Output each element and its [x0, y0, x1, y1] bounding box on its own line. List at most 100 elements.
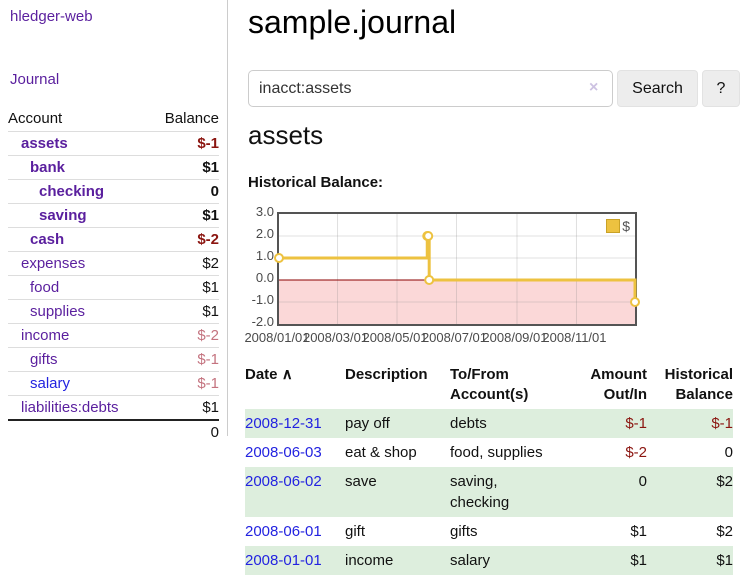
- account-balance: $1: [202, 207, 219, 224]
- chart-plot-area: $: [274, 212, 640, 326]
- transaction-balance: 0: [724, 444, 733, 461]
- transaction-date-link[interactable]: 2008-01-01: [245, 552, 322, 569]
- account-link-income[interactable]: income: [21, 327, 70, 344]
- x-axis-tick-label: 2008/05/01: [362, 330, 428, 345]
- y-axis-tick-label: 0.0: [255, 270, 274, 285]
- account-row: food $1: [8, 275, 219, 300]
- transaction-amount: $-1: [625, 415, 647, 432]
- account-row: gifts $-1: [8, 347, 219, 372]
- register-row: 2008-12-31 pay off debts $-1 $-1: [245, 409, 733, 438]
- account-row: supplies $1: [8, 299, 219, 324]
- y-axis-tick-label: 3.0: [255, 204, 274, 219]
- account-row: assets $-1: [8, 131, 219, 156]
- account-row: salary $-1: [8, 371, 219, 396]
- transaction-accounts: food, supplies: [450, 444, 543, 461]
- x-axis-tick-label: 2008/01/01: [244, 330, 310, 345]
- sidebar-item-journal[interactable]: Journal: [10, 71, 60, 88]
- account-balance: $-2: [197, 231, 219, 248]
- accounts-table: Account Balance assets $-1 bank $1 checking 0…: [8, 107, 219, 444]
- accounts-total-row: 0: [8, 420, 219, 444]
- main-content: sample.journal × Search ? assets Histori…: [244, 0, 742, 582]
- account-balance: $1: [202, 159, 219, 176]
- account-link-cash[interactable]: cash: [30, 231, 65, 248]
- chart-legend: $: [606, 218, 630, 234]
- y-axis-tick-label: -2.0: [251, 314, 274, 329]
- x-axis-tick-label: 2008/03/01: [302, 330, 369, 345]
- account-link-supplies[interactable]: supplies: [30, 303, 86, 320]
- account-row: saving $1: [8, 203, 219, 228]
- account-row: liabilities:debts $1: [8, 395, 219, 421]
- account-link-saving[interactable]: saving: [39, 207, 87, 224]
- sidebar: hledger-web Journal Account Balance asse…: [0, 0, 228, 441]
- negative-region: [279, 280, 635, 324]
- account-balance: $1: [202, 279, 219, 296]
- account-row: checking 0: [8, 179, 219, 204]
- register-row: 2008-06-01 gift gifts $1 $2: [245, 517, 733, 546]
- transaction-date-link[interactable]: 2008-12-31: [245, 415, 322, 432]
- register-header-accounts: To/From Account(s): [450, 366, 529, 403]
- account-row: bank $1: [8, 155, 219, 180]
- transaction-amount: $1: [630, 552, 647, 569]
- transaction-accounts: salary: [450, 552, 491, 569]
- search-button[interactable]: Search: [617, 70, 698, 107]
- legend-swatch-icon: [606, 219, 621, 233]
- clear-search-icon[interactable]: ×: [589, 79, 599, 96]
- register-body: 2008-12-31 pay off debts $-1 $-1 2008-06-03 ea…: [245, 409, 733, 575]
- register-table: Date ∧ Description To/From Account(s) Am…: [245, 361, 733, 575]
- account-link-checking[interactable]: checking: [39, 183, 105, 200]
- data-point: [423, 231, 434, 241]
- transaction-accounts: gifts: [450, 523, 478, 540]
- account-link-food[interactable]: food: [30, 279, 60, 296]
- account-link-gifts[interactable]: gifts: [30, 351, 58, 368]
- transaction-date-link[interactable]: 2008-06-01: [245, 523, 322, 540]
- transaction-description: income: [345, 552, 394, 569]
- sort-asc-icon: ∧: [281, 366, 293, 383]
- account-balance: $2: [202, 255, 219, 272]
- search-input[interactable]: [248, 70, 613, 107]
- date-header-label: Date: [245, 366, 278, 383]
- data-point: [424, 275, 435, 285]
- transaction-date-link[interactable]: 2008-06-03: [245, 444, 322, 461]
- accounts-header-account: Account: [8, 110, 63, 127]
- transaction-balance: $2: [716, 523, 733, 540]
- account-balance: 0: [210, 183, 219, 200]
- data-point: [274, 253, 284, 263]
- account-balance: $1: [202, 303, 219, 320]
- account-link-salary[interactable]: salary: [30, 375, 71, 392]
- register-header-balance: Historical Balance: [664, 366, 733, 403]
- accounts-total-value: 0: [210, 424, 219, 441]
- account-link-bank[interactable]: bank: [30, 159, 66, 176]
- y-axis-tick-label: 2.0: [255, 226, 274, 241]
- account-balance: $1: [202, 399, 219, 416]
- register-row: 2008-06-03 eat & shop food, supplies $-2 0: [245, 438, 733, 467]
- account-balance: $-1: [197, 375, 219, 392]
- accounts-header-balance: Balance: [164, 110, 219, 127]
- register-header-amount: Amount Out/In: [590, 366, 647, 403]
- legend-label: $: [622, 218, 630, 234]
- register-header-description: Description: [345, 366, 428, 383]
- x-axis-tick-label: 2008/09/01: [482, 330, 548, 345]
- account-row: income $-2: [8, 323, 219, 348]
- chart-plot-svg: [274, 214, 640, 324]
- help-button[interactable]: ?: [702, 70, 740, 107]
- chart-title: Historical Balance:: [248, 174, 384, 191]
- account-row: cash $-2: [8, 227, 219, 252]
- account-link-expenses[interactable]: expenses: [21, 255, 86, 272]
- data-point: [630, 297, 640, 307]
- transaction-accounts: saving, checking: [450, 473, 510, 511]
- transaction-description: gift: [345, 523, 366, 540]
- register-header-date[interactable]: Date ∧: [245, 361, 345, 409]
- account-balance: $-1: [197, 135, 219, 152]
- app-brand-link[interactable]: hledger-web: [10, 8, 93, 25]
- account-link-assets[interactable]: assets: [21, 135, 68, 152]
- account-page-title: assets: [248, 120, 324, 150]
- transaction-balance: $1: [716, 552, 733, 569]
- account-balance: $-2: [197, 327, 219, 344]
- transaction-date-link[interactable]: 2008-06-02: [245, 473, 322, 490]
- register-row: 2008-06-02 save saving, checking 0 $2: [245, 467, 733, 517]
- transaction-balance: $-1: [711, 415, 733, 432]
- x-axis-tick-label: 2008/11/01: [542, 330, 607, 345]
- transaction-description: save: [345, 473, 377, 490]
- account-link-liabilities-debts[interactable]: liabilities:debts: [21, 399, 119, 416]
- transaction-amount: $-2: [625, 444, 647, 461]
